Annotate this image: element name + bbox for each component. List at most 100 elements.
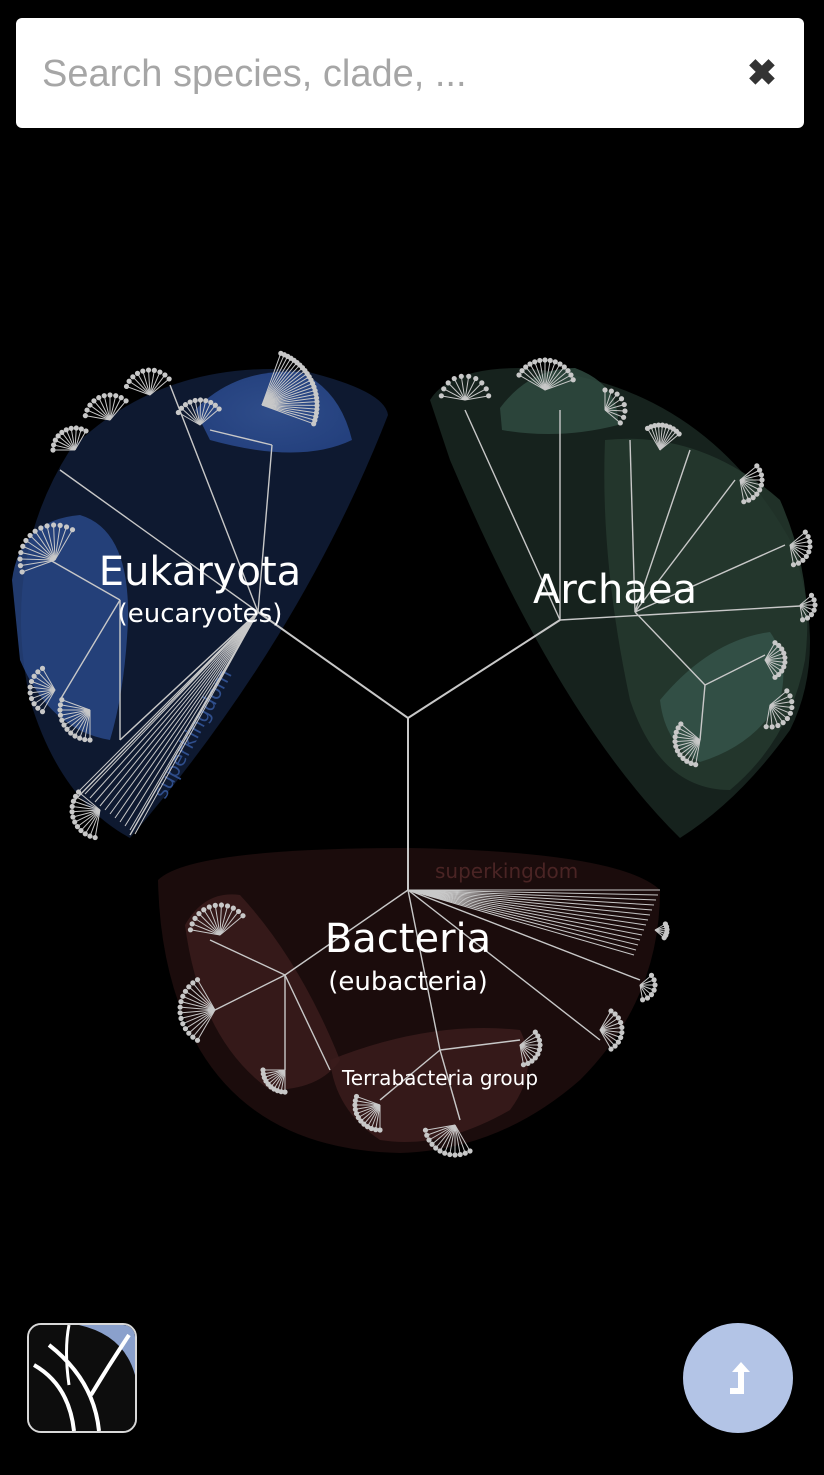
leaf-node[interactable]: [57, 712, 64, 718]
leaf-node[interactable]: [780, 720, 786, 726]
leaf-node[interactable]: [235, 908, 242, 915]
leaf-node[interactable]: [83, 428, 89, 434]
leaf-node[interactable]: [804, 615, 811, 621]
leaf-node[interactable]: [178, 1015, 184, 1021]
leaf-node[interactable]: [532, 1055, 538, 1061]
leaf-node[interactable]: [536, 1047, 543, 1053]
leaf-node[interactable]: [212, 402, 218, 408]
leaf-node[interactable]: [795, 560, 802, 566]
leaf-node[interactable]: [57, 707, 63, 713]
leaf-node[interactable]: [769, 724, 775, 730]
leaf-node[interactable]: [648, 992, 655, 998]
leaf-node[interactable]: [800, 617, 806, 623]
leaf-node[interactable]: [776, 642, 782, 649]
leaf-node[interactable]: [483, 386, 489, 392]
leaf-node[interactable]: [192, 397, 198, 404]
leaf-node[interactable]: [672, 738, 678, 745]
leaf-node[interactable]: [806, 549, 812, 555]
leaf-node[interactable]: [537, 1042, 543, 1048]
leaf-node[interactable]: [352, 1098, 358, 1104]
leaf-node[interactable]: [208, 399, 214, 406]
leaf-node[interactable]: [166, 376, 172, 382]
leaf-node[interactable]: [78, 426, 84, 432]
leaf-node[interactable]: [187, 927, 194, 933]
leaf-node[interactable]: [536, 1037, 543, 1043]
leaf-node[interactable]: [618, 396, 625, 402]
leaf-node[interactable]: [87, 833, 93, 839]
leaf-node[interactable]: [157, 369, 163, 375]
leaf-node[interactable]: [118, 395, 124, 401]
leaf-node[interactable]: [27, 684, 33, 690]
leaf-node[interactable]: [781, 650, 787, 656]
leaf-node[interactable]: [652, 982, 658, 988]
leaf-node[interactable]: [130, 374, 136, 380]
leaf-node[interactable]: [186, 1030, 192, 1036]
leaf-node[interactable]: [651, 987, 657, 993]
leaf-node[interactable]: [763, 724, 769, 730]
leaf-node[interactable]: [27, 690, 33, 696]
leaf-node[interactable]: [82, 413, 88, 419]
leaf-node[interactable]: [134, 370, 141, 376]
leaf-node[interactable]: [23, 537, 29, 544]
leaf-node[interactable]: [59, 717, 65, 723]
leaf-node[interactable]: [59, 429, 65, 435]
leaf-node[interactable]: [615, 1039, 621, 1045]
leaf-node[interactable]: [758, 472, 765, 478]
leaf-node[interactable]: [216, 406, 222, 412]
leaf-node[interactable]: [182, 402, 189, 408]
leaf-node[interactable]: [145, 367, 152, 373]
leaf-node[interactable]: [38, 525, 44, 531]
leaf-node[interactable]: [353, 1093, 360, 1100]
leaf-node[interactable]: [807, 538, 813, 545]
leaf-node[interactable]: [535, 1033, 541, 1039]
leaf-node[interactable]: [107, 392, 113, 398]
leaf-node[interactable]: [529, 1058, 535, 1064]
leaf-node[interactable]: [445, 380, 451, 386]
leaf-node[interactable]: [433, 1145, 439, 1151]
leaf-node[interactable]: [91, 398, 97, 404]
leaf-node[interactable]: [779, 646, 785, 652]
leaf-node[interactable]: [447, 1151, 453, 1158]
leaf-node[interactable]: [69, 803, 75, 810]
leaf-node[interactable]: [473, 375, 479, 382]
leaf-node[interactable]: [537, 357, 543, 364]
leaf-node[interactable]: [311, 421, 317, 427]
leaf-node[interactable]: [201, 907, 207, 913]
leaf-node[interactable]: [614, 391, 620, 397]
leaf-node[interactable]: [72, 733, 78, 739]
tree-of-life-canvas[interactable]: superkingdom superkingdom: [0, 140, 824, 1260]
leaf-node[interactable]: [218, 902, 225, 908]
leaf-node[interactable]: [811, 597, 817, 603]
leaf-node[interactable]: [17, 563, 24, 569]
leaf-node[interactable]: [68, 425, 74, 431]
leaf-node[interactable]: [675, 725, 681, 731]
leaf-node[interactable]: [673, 743, 679, 749]
leaf-node[interactable]: [532, 359, 538, 365]
leaf-node[interactable]: [451, 375, 457, 382]
leaf-node[interactable]: [28, 678, 35, 685]
leaf-node[interactable]: [684, 758, 690, 764]
leaf-node[interactable]: [180, 1021, 186, 1027]
leaf-node[interactable]: [78, 827, 84, 834]
leaf-node[interactable]: [72, 819, 78, 825]
leaf-node[interactable]: [452, 1152, 458, 1158]
leaf-node[interactable]: [693, 762, 699, 768]
leaf-node[interactable]: [178, 999, 184, 1005]
leaf-node[interactable]: [612, 1011, 618, 1017]
leaf-node[interactable]: [87, 737, 93, 743]
archaea-label[interactable]: Archaea: [533, 567, 697, 613]
leaf-node[interactable]: [619, 1029, 625, 1036]
bacteria-label[interactable]: Bacteria: [325, 916, 491, 962]
leaf-node[interactable]: [282, 1089, 288, 1095]
leaf-node[interactable]: [72, 793, 79, 799]
leaf-node[interactable]: [805, 533, 811, 540]
leaf-node[interactable]: [621, 401, 627, 408]
leaf-node[interactable]: [190, 1034, 196, 1040]
reset-view-button[interactable]: [683, 1323, 793, 1433]
leaf-node[interactable]: [442, 1150, 448, 1156]
leaf-node[interactable]: [230, 905, 236, 911]
leaf-node[interactable]: [73, 425, 79, 431]
leaf-node[interactable]: [789, 704, 795, 711]
leaf-node[interactable]: [608, 388, 614, 394]
leaf-node[interactable]: [519, 368, 525, 374]
